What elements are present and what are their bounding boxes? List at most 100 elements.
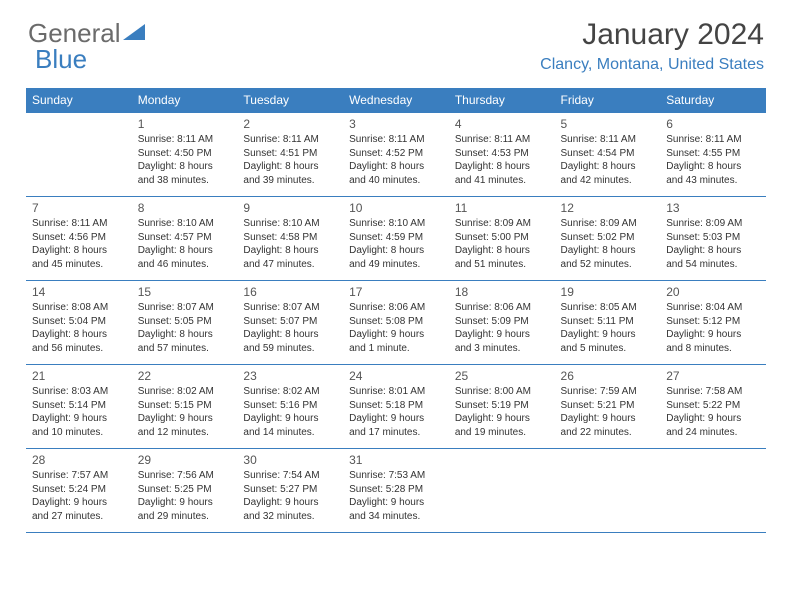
day-number: 18 bbox=[455, 284, 549, 300]
sunrise-text: Sunrise: 8:09 AM bbox=[561, 217, 655, 231]
week-row: 7Sunrise: 8:11 AMSunset: 4:56 PMDaylight… bbox=[26, 197, 766, 281]
day-header: Wednesday bbox=[343, 88, 449, 113]
sunset-text: Sunset: 4:52 PM bbox=[349, 147, 443, 161]
daylight-text: Daylight: 9 hours bbox=[32, 496, 126, 510]
day-cell: 11Sunrise: 8:09 AMSunset: 5:00 PMDayligh… bbox=[449, 197, 555, 281]
day-cell: 10Sunrise: 8:10 AMSunset: 4:59 PMDayligh… bbox=[343, 197, 449, 281]
day-cell: 17Sunrise: 8:06 AMSunset: 5:08 PMDayligh… bbox=[343, 281, 449, 365]
day-number: 30 bbox=[243, 452, 337, 468]
sunset-text: Sunset: 5:25 PM bbox=[138, 483, 232, 497]
sunset-text: Sunset: 5:22 PM bbox=[666, 399, 760, 413]
daylight-text: Daylight: 8 hours bbox=[32, 244, 126, 258]
day-cell: 1Sunrise: 8:11 AMSunset: 4:50 PMDaylight… bbox=[132, 113, 238, 197]
daylight-text: and 52 minutes. bbox=[561, 258, 655, 272]
sunrise-text: Sunrise: 7:57 AM bbox=[32, 469, 126, 483]
day-number: 27 bbox=[666, 368, 760, 384]
day-number: 29 bbox=[138, 452, 232, 468]
sunset-text: Sunset: 5:00 PM bbox=[455, 231, 549, 245]
daylight-text: Daylight: 8 hours bbox=[455, 160, 549, 174]
day-number: 2 bbox=[243, 116, 337, 132]
day-cell: 24Sunrise: 8:01 AMSunset: 5:18 PMDayligh… bbox=[343, 365, 449, 449]
daylight-text: and 17 minutes. bbox=[349, 426, 443, 440]
day-cell: 31Sunrise: 7:53 AMSunset: 5:28 PMDayligh… bbox=[343, 449, 449, 533]
sunrise-text: Sunrise: 8:02 AM bbox=[138, 385, 232, 399]
daylight-text: and 54 minutes. bbox=[666, 258, 760, 272]
day-header-row: Sunday Monday Tuesday Wednesday Thursday… bbox=[26, 88, 766, 113]
daylight-text: Daylight: 8 hours bbox=[349, 160, 443, 174]
day-header: Monday bbox=[132, 88, 238, 113]
day-cell: 5Sunrise: 8:11 AMSunset: 4:54 PMDaylight… bbox=[555, 113, 661, 197]
day-number: 24 bbox=[349, 368, 443, 384]
daylight-text: Daylight: 8 hours bbox=[349, 244, 443, 258]
sunset-text: Sunset: 5:16 PM bbox=[243, 399, 337, 413]
sunrise-text: Sunrise: 8:02 AM bbox=[243, 385, 337, 399]
day-number: 1 bbox=[138, 116, 232, 132]
day-cell: 7Sunrise: 8:11 AMSunset: 4:56 PMDaylight… bbox=[26, 197, 132, 281]
day-cell: 6Sunrise: 8:11 AMSunset: 4:55 PMDaylight… bbox=[660, 113, 766, 197]
sunset-text: Sunset: 5:27 PM bbox=[243, 483, 337, 497]
day-cell: 27Sunrise: 7:58 AMSunset: 5:22 PMDayligh… bbox=[660, 365, 766, 449]
daylight-text: Daylight: 9 hours bbox=[561, 328, 655, 342]
daylight-text: and 14 minutes. bbox=[243, 426, 337, 440]
day-number: 9 bbox=[243, 200, 337, 216]
day-cell: 20Sunrise: 8:04 AMSunset: 5:12 PMDayligh… bbox=[660, 281, 766, 365]
daylight-text: Daylight: 8 hours bbox=[561, 160, 655, 174]
sunset-text: Sunset: 4:58 PM bbox=[243, 231, 337, 245]
sunset-text: Sunset: 5:12 PM bbox=[666, 315, 760, 329]
daylight-text: and 47 minutes. bbox=[243, 258, 337, 272]
day-cell: 23Sunrise: 8:02 AMSunset: 5:16 PMDayligh… bbox=[237, 365, 343, 449]
day-cell: 13Sunrise: 8:09 AMSunset: 5:03 PMDayligh… bbox=[660, 197, 766, 281]
sunset-text: Sunset: 5:24 PM bbox=[32, 483, 126, 497]
daylight-text: Daylight: 9 hours bbox=[349, 496, 443, 510]
calendar-table: Sunday Monday Tuesday Wednesday Thursday… bbox=[26, 88, 766, 533]
sunrise-text: Sunrise: 7:53 AM bbox=[349, 469, 443, 483]
daylight-text: Daylight: 8 hours bbox=[666, 244, 760, 258]
day-number: 11 bbox=[455, 200, 549, 216]
sunrise-text: Sunrise: 8:11 AM bbox=[138, 133, 232, 147]
day-number: 21 bbox=[32, 368, 126, 384]
sunset-text: Sunset: 5:04 PM bbox=[32, 315, 126, 329]
sunrise-text: Sunrise: 8:06 AM bbox=[349, 301, 443, 315]
daylight-text: and 38 minutes. bbox=[138, 174, 232, 188]
daylight-text: and 51 minutes. bbox=[455, 258, 549, 272]
day-cell: 9Sunrise: 8:10 AMSunset: 4:58 PMDaylight… bbox=[237, 197, 343, 281]
daylight-text: and 40 minutes. bbox=[349, 174, 443, 188]
sunset-text: Sunset: 5:08 PM bbox=[349, 315, 443, 329]
sunset-text: Sunset: 5:18 PM bbox=[349, 399, 443, 413]
daylight-text: Daylight: 8 hours bbox=[32, 328, 126, 342]
day-number: 20 bbox=[666, 284, 760, 300]
daylight-text: and 24 minutes. bbox=[666, 426, 760, 440]
daylight-text: and 34 minutes. bbox=[349, 510, 443, 524]
day-cell: 16Sunrise: 8:07 AMSunset: 5:07 PMDayligh… bbox=[237, 281, 343, 365]
sunset-text: Sunset: 5:11 PM bbox=[561, 315, 655, 329]
day-cell: 3Sunrise: 8:11 AMSunset: 4:52 PMDaylight… bbox=[343, 113, 449, 197]
sunrise-text: Sunrise: 8:10 AM bbox=[243, 217, 337, 231]
sunset-text: Sunset: 5:15 PM bbox=[138, 399, 232, 413]
daylight-text: Daylight: 9 hours bbox=[666, 328, 760, 342]
day-number: 26 bbox=[561, 368, 655, 384]
daylight-text: and 46 minutes. bbox=[138, 258, 232, 272]
sunset-text: Sunset: 4:53 PM bbox=[455, 147, 549, 161]
daylight-text: and 10 minutes. bbox=[32, 426, 126, 440]
sunrise-text: Sunrise: 8:01 AM bbox=[349, 385, 443, 399]
day-cell: 18Sunrise: 8:06 AMSunset: 5:09 PMDayligh… bbox=[449, 281, 555, 365]
daylight-text: and 32 minutes. bbox=[243, 510, 337, 524]
day-number: 22 bbox=[138, 368, 232, 384]
daylight-text: and 41 minutes. bbox=[455, 174, 549, 188]
daylight-text: Daylight: 9 hours bbox=[666, 412, 760, 426]
sunrise-text: Sunrise: 8:03 AM bbox=[32, 385, 126, 399]
sunset-text: Sunset: 5:21 PM bbox=[561, 399, 655, 413]
daylight-text: and 49 minutes. bbox=[349, 258, 443, 272]
week-row: 1Sunrise: 8:11 AMSunset: 4:50 PMDaylight… bbox=[26, 113, 766, 197]
daylight-text: and 45 minutes. bbox=[32, 258, 126, 272]
daylight-text: and 39 minutes. bbox=[243, 174, 337, 188]
daylight-text: and 29 minutes. bbox=[138, 510, 232, 524]
daylight-text: Daylight: 8 hours bbox=[138, 328, 232, 342]
sunrise-text: Sunrise: 8:05 AM bbox=[561, 301, 655, 315]
sunset-text: Sunset: 4:57 PM bbox=[138, 231, 232, 245]
daylight-text: and 43 minutes. bbox=[666, 174, 760, 188]
daylight-text: and 5 minutes. bbox=[561, 342, 655, 356]
day-header: Sunday bbox=[26, 88, 132, 113]
day-cell: 22Sunrise: 8:02 AMSunset: 5:15 PMDayligh… bbox=[132, 365, 238, 449]
day-cell bbox=[660, 449, 766, 533]
